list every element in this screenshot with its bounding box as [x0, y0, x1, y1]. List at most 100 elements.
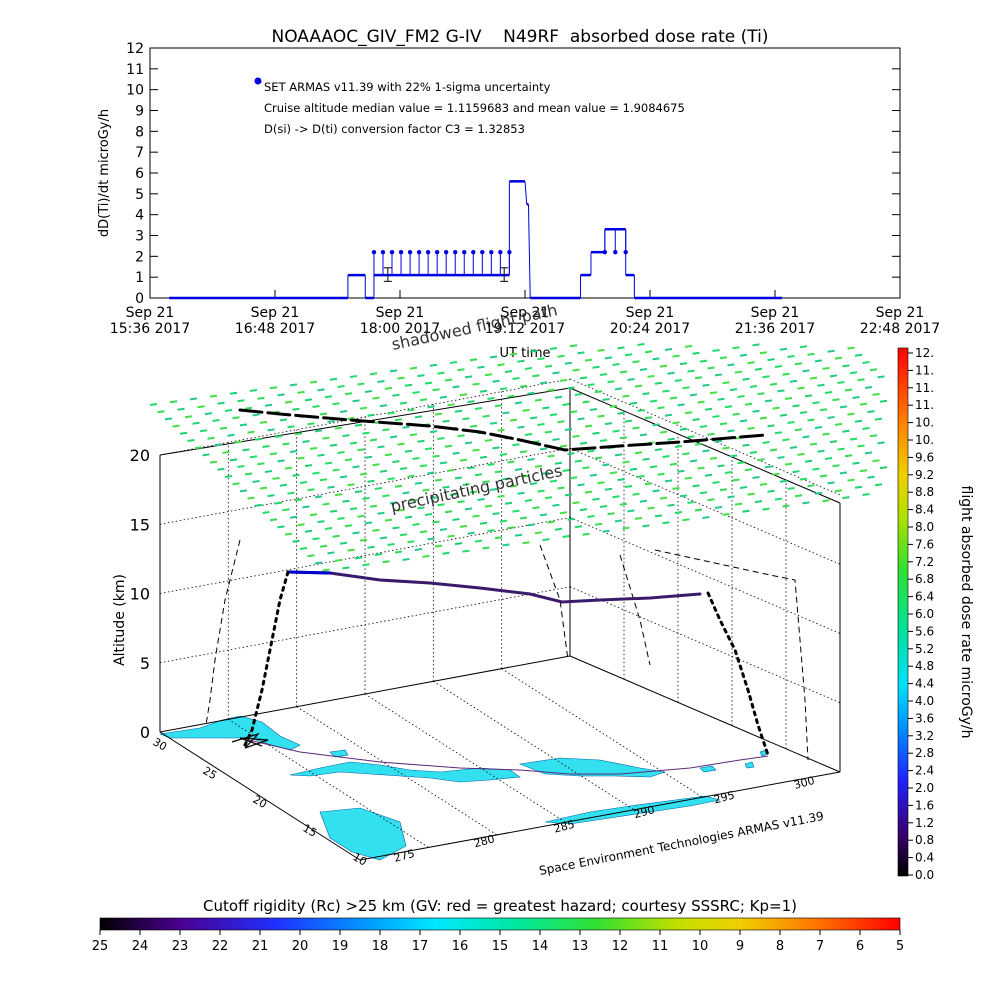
particle-mark [414, 415, 423, 419]
particle-mark [224, 409, 233, 412]
particle-mark [239, 489, 248, 493]
particle-mark [437, 503, 445, 507]
particle-mark [707, 366, 715, 370]
particle-mark [717, 464, 725, 468]
particle-mark [562, 403, 570, 406]
particle-mark [812, 401, 820, 405]
particle-mark [497, 428, 505, 432]
particle-mark [752, 343, 760, 347]
rigidity-colorbar-tick-label: 24 [132, 939, 149, 954]
particle-mark [214, 443, 223, 447]
particle-mark [374, 553, 383, 556]
particle-mark [554, 461, 563, 465]
particle-mark [719, 488, 728, 492]
particle-mark [559, 444, 568, 448]
descent-track [706, 591, 770, 757]
particle-mark [504, 501, 513, 505]
particle-mark [412, 457, 420, 460]
particle-mark [317, 520, 325, 524]
particle-mark [284, 532, 293, 536]
particle-mark [269, 518, 278, 522]
particle-mark [399, 401, 408, 405]
particle-mark [714, 373, 723, 377]
particle-mark [339, 475, 348, 479]
particle-mark [392, 526, 400, 530]
particle-mark [509, 484, 518, 488]
dose-colorbar-tick-label: 2.4 [915, 764, 934, 778]
particle-mark [344, 524, 353, 528]
shadowed-flight-path [205, 539, 809, 775]
legend-line-1: SET ARMAS v11.39 with 22% 1-sigma uncert… [264, 80, 551, 94]
particle-mark [604, 487, 613, 491]
latitude-tick-label: 20 [251, 793, 270, 811]
top-x-tick-label-2: 15:36 2017 [110, 321, 190, 337]
particle-mark [667, 371, 675, 375]
particle-mark [664, 479, 673, 483]
particle-mark [839, 471, 848, 475]
particle-mark [614, 453, 623, 457]
particle-mark [794, 428, 803, 432]
particle-mark [762, 375, 770, 379]
particle-mark [727, 495, 735, 499]
particle-mark [497, 363, 505, 367]
particle-mark [539, 381, 548, 385]
rigidity-colorbar-tick-label: 17 [412, 939, 429, 954]
particle-mark [814, 359, 823, 363]
particle-mark [837, 381, 845, 384]
particle-mark [324, 395, 333, 399]
particle-mark [564, 428, 573, 431]
particle-mark [449, 361, 458, 364]
particle-mark [434, 478, 443, 482]
top-y-tick-label: 5 [135, 187, 144, 203]
particle-mark [352, 465, 360, 469]
particle-mark [429, 496, 438, 500]
particle-mark [334, 426, 343, 430]
particle-mark [687, 369, 695, 373]
particle-mark [589, 408, 598, 411]
particle-mark [539, 513, 548, 517]
particle-mark [404, 383, 413, 387]
particle-mark [632, 492, 640, 496]
dose-colorbar-tick-label: 8.8 [915, 485, 934, 499]
particle-mark [842, 429, 850, 433]
particle-mark [384, 386, 393, 390]
particle-mark [647, 374, 655, 378]
particle-mark [312, 537, 320, 541]
longitude-ticks: 275 280 285 290 295 300 [392, 774, 816, 865]
particle-mark [669, 396, 678, 400]
top-shadow-track [238, 408, 767, 452]
series-point [462, 249, 467, 255]
rigidity-colorbar-tick-label: 7 [816, 939, 824, 954]
particle-mark [814, 426, 823, 429]
particle-mark [769, 382, 778, 386]
particle-mark [472, 382, 480, 386]
particle-mark [704, 407, 713, 411]
particle-mark [629, 401, 638, 405]
dose-colorbar-tick-label: 0.4 [915, 851, 934, 865]
particle-mark [482, 480, 490, 484]
particle-mark [232, 416, 240, 420]
top-x-tick-label-2: 19:12 2017 [485, 321, 565, 337]
particle-mark [229, 391, 238, 395]
particle-mark [827, 481, 835, 485]
dose-colorbar-tick-label: 11. [915, 381, 934, 395]
particle-mark [254, 503, 263, 507]
particle-mark [264, 470, 273, 473]
particle-mark [414, 481, 423, 485]
particle-mark [209, 460, 218, 464]
particle-mark [704, 473, 713, 477]
particle-mark [469, 424, 478, 428]
particle-mark [487, 529, 495, 532]
particle-mark [372, 463, 380, 467]
particle-mark [354, 556, 363, 560]
particle-mark [722, 381, 730, 385]
particle-mark [317, 453, 325, 457]
rigidity-colorbar-tick-label: 22 [212, 939, 229, 954]
particle-mark [592, 365, 600, 369]
particle-mark [332, 402, 340, 406]
particle-mark [157, 410, 165, 414]
particle-mark [594, 522, 603, 526]
particle-mark [602, 463, 610, 467]
particle-mark [569, 344, 578, 348]
